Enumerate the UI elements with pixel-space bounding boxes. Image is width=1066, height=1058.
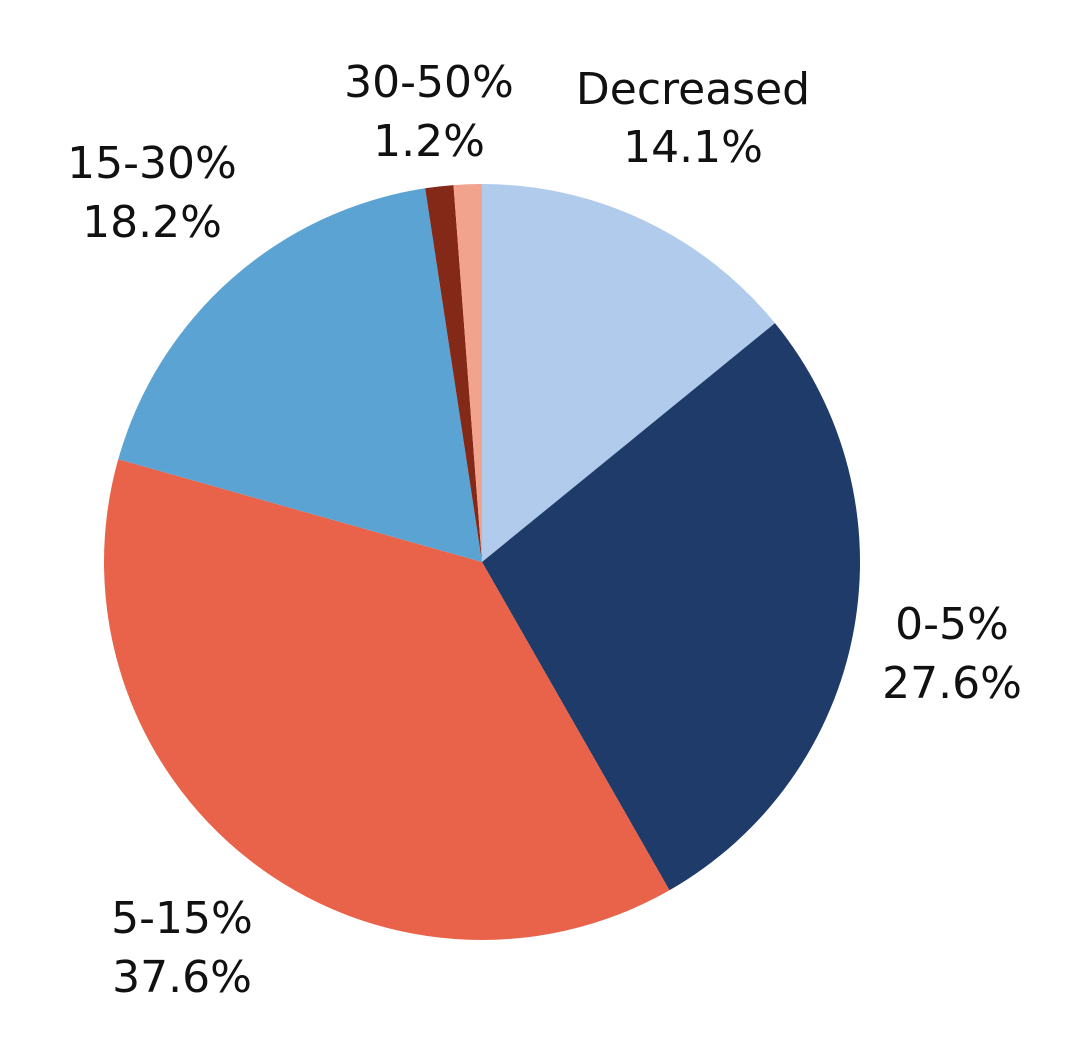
slice-labels: Decreased 14.1% 0-5% 27.6% 5-15% 37.6% 1… bbox=[67, 57, 1022, 1003]
slice-label-15-30-category: 15-30% bbox=[67, 138, 237, 189]
pie-slice-unlabeled-5 bbox=[453, 184, 482, 562]
pie-slice-decreased-0 bbox=[482, 184, 775, 562]
slice-label-decreased-value: 14.1% bbox=[623, 122, 763, 173]
slice-label-5-15-category: 5-15% bbox=[111, 893, 253, 944]
slice-label-0-5-category: 0-5% bbox=[895, 599, 1009, 650]
pie-slice-30-50-4 bbox=[425, 185, 482, 562]
pie-slice-15-30-3 bbox=[118, 188, 482, 563]
pie-slice-0-5-1 bbox=[482, 323, 860, 891]
slice-label-5-15-value: 37.6% bbox=[112, 952, 252, 1003]
slice-label-0-5-value: 27.6% bbox=[882, 658, 1022, 709]
pie-slice-5-15-2 bbox=[104, 459, 670, 941]
slice-label-30-50-category: 30-50% bbox=[344, 57, 514, 108]
slice-label-decreased-category: Decreased bbox=[576, 64, 810, 115]
pie-slices bbox=[104, 184, 860, 941]
slice-label-30-50-value: 1.2% bbox=[373, 116, 485, 167]
slice-label-15-30-value: 18.2% bbox=[82, 197, 222, 248]
